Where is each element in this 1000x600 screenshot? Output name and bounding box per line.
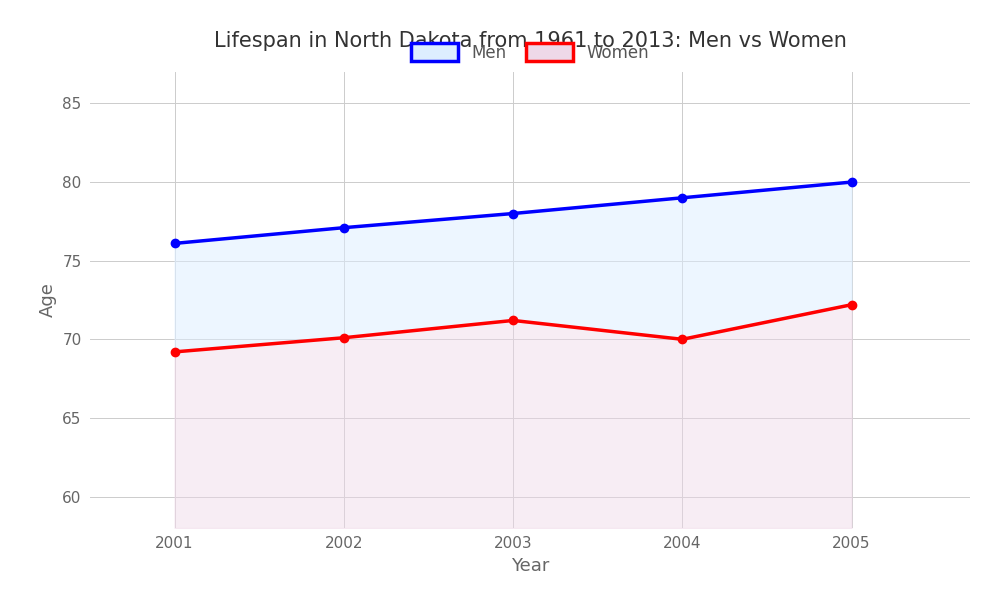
X-axis label: Year: Year <box>511 557 549 575</box>
Men <box>676 194 688 202</box>
Women <box>338 334 350 341</box>
Men <box>338 224 350 231</box>
Women <box>507 317 519 324</box>
Women <box>676 336 688 343</box>
Y-axis label: Age: Age <box>39 283 57 317</box>
Legend: Men, Women: Men, Women <box>403 35 657 70</box>
Women <box>169 348 181 355</box>
Line: Women: Women <box>170 301 856 356</box>
Men <box>846 178 858 185</box>
Line: Men: Men <box>170 178 856 248</box>
Women <box>846 301 858 308</box>
Men <box>169 240 181 247</box>
Title: Lifespan in North Dakota from 1961 to 2013: Men vs Women: Lifespan in North Dakota from 1961 to 20… <box>214 31 846 51</box>
Men <box>507 210 519 217</box>
